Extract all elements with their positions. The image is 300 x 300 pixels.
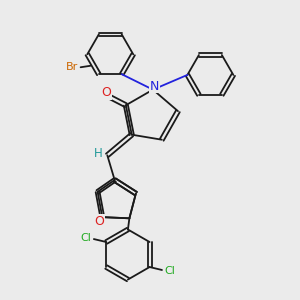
Text: Cl: Cl: [80, 233, 91, 244]
Text: Br: Br: [66, 62, 78, 72]
Text: H: H: [94, 147, 102, 160]
Text: O: O: [94, 215, 104, 228]
Text: Cl: Cl: [165, 266, 176, 276]
Text: O: O: [101, 86, 111, 99]
Text: N: N: [149, 80, 159, 93]
